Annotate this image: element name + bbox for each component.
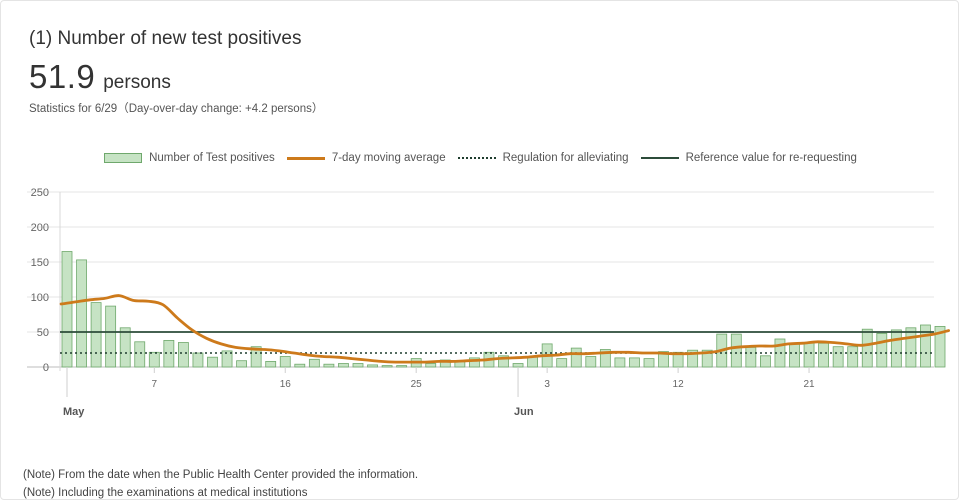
bar — [90, 302, 102, 368]
bar — [614, 357, 626, 368]
bar — [556, 358, 568, 368]
bar — [803, 342, 815, 368]
bar — [381, 365, 393, 368]
bar — [308, 358, 320, 368]
headline-value: 51.9 — [29, 58, 96, 95]
headline-unit: persons — [103, 72, 171, 93]
bar — [367, 364, 378, 368]
bar — [643, 358, 655, 368]
bar — [890, 329, 902, 368]
legend-swatch-reference — [640, 157, 679, 159]
bar — [789, 343, 800, 368]
x-tick-label: 3 — [544, 379, 550, 390]
bar — [599, 349, 611, 368]
legend-label-reference: Reference value for re-requesting — [685, 152, 857, 164]
x-tick-label: 7 — [152, 379, 158, 390]
legend-swatch-alleviating — [457, 157, 496, 159]
headline-value-row: 51.9 persons — [29, 58, 171, 96]
bar — [61, 251, 73, 368]
legend-item-alleviating[interactable]: Regulation for alleviating — [457, 152, 629, 164]
bar — [832, 346, 844, 368]
bar — [498, 355, 509, 368]
bar — [192, 352, 204, 368]
bar — [468, 357, 480, 368]
y-tick-label-250: 250 — [31, 187, 49, 199]
bar — [774, 338, 786, 368]
bar — [338, 363, 349, 368]
bar — [294, 363, 306, 368]
month-label: May — [63, 406, 85, 418]
chart-title: (1) Number of new test positives — [29, 28, 302, 49]
legend-label-alleviating: Regulation for alleviating — [502, 152, 629, 164]
legend-swatch-moving-average — [286, 156, 325, 160]
month-label: Jun — [514, 406, 534, 418]
y-tick-label-200: 200 — [31, 222, 49, 234]
y-tick-label-0: 0 — [43, 362, 49, 374]
legend-label-moving-average: 7-day moving average — [331, 152, 446, 164]
x-tick-label: 25 — [411, 379, 423, 390]
legend-item-positives[interactable]: Number of Test positives — [104, 152, 275, 164]
bar — [658, 351, 669, 368]
bar — [207, 356, 218, 368]
bar — [760, 355, 771, 368]
bar — [105, 305, 117, 368]
chart-legend: Number of Test positives 7-day moving av… — [1, 152, 958, 164]
bar — [221, 350, 233, 368]
legend-item-reference[interactable]: Reference value for re-requesting — [640, 152, 857, 164]
legend-item-moving-average[interactable]: 7-day moving average — [286, 152, 446, 164]
stats-caption: Statistics for 6/29（Day-over-day change:… — [29, 103, 324, 115]
bar — [279, 356, 291, 368]
bar — [323, 363, 335, 368]
bar — [730, 333, 742, 368]
bar — [250, 346, 262, 368]
bar — [629, 357, 640, 368]
legend-swatch-bars — [104, 153, 143, 163]
bar — [134, 341, 146, 368]
legend-label-positives: Number of Test positives — [149, 152, 275, 164]
bar — [570, 347, 582, 368]
bar — [512, 363, 524, 368]
bar — [701, 349, 713, 368]
bar — [920, 324, 931, 368]
bar — [861, 328, 873, 368]
bar — [745, 346, 757, 368]
bar — [425, 363, 437, 368]
bar — [876, 332, 888, 368]
bar — [163, 339, 175, 368]
bar — [76, 259, 87, 368]
y-tick-label-50: 50 — [37, 327, 49, 339]
x-tick-label: 16 — [280, 379, 292, 390]
footnote-1: (Note) From the date when the Public Hea… — [23, 469, 419, 481]
y-tick-label-100: 100 — [31, 292, 49, 304]
bar — [818, 342, 829, 368]
bar — [265, 360, 277, 368]
x-tick-label: 21 — [803, 379, 815, 390]
bar — [847, 346, 859, 368]
bar — [585, 356, 597, 368]
bar — [934, 325, 946, 368]
x-tick-label: 12 — [673, 379, 685, 390]
bar-line-chart: 0 50 100 150 200 250 7 16 25 3 12 21 May Jun — [27, 187, 950, 418]
bar — [687, 349, 699, 368]
moving-average-line — [59, 294, 950, 364]
bar — [148, 351, 160, 368]
footnote-2: (Note) Including the examinations at med… — [23, 487, 308, 499]
bar — [352, 363, 364, 368]
bar — [177, 342, 189, 368]
bar — [905, 327, 917, 368]
bar — [119, 327, 131, 368]
bar — [396, 365, 408, 368]
y-tick-label-150: 150 — [31, 257, 49, 269]
bar — [236, 360, 248, 368]
